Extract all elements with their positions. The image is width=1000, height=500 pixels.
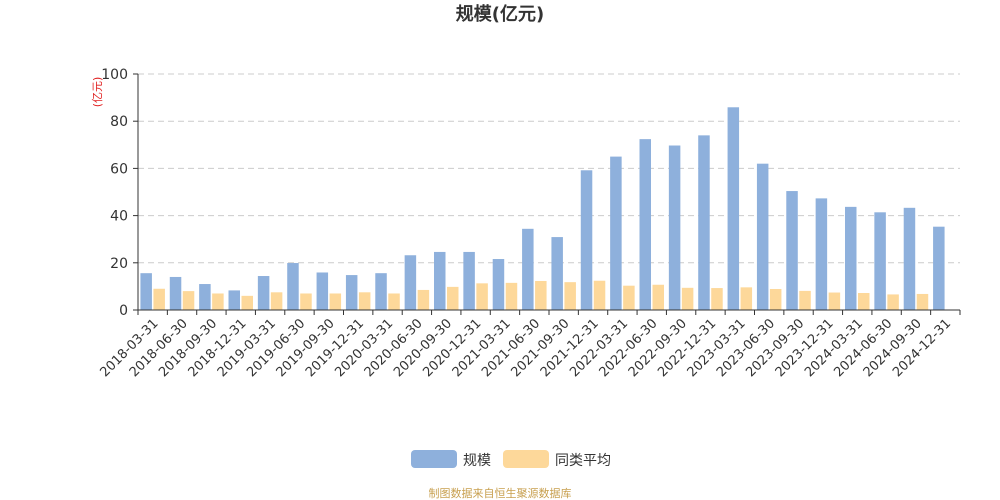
x-tick-labels: 2018-03-312018-06-302018-09-302018-12-31… xyxy=(97,316,954,380)
y-tick-label: 20 xyxy=(110,256,128,272)
bar-guimo[interactable] xyxy=(903,207,916,310)
y-tick-labels: 0 20 40 60 80 100 xyxy=(101,67,128,319)
bar-guimo[interactable] xyxy=(845,206,857,310)
source-note: 制图数据来自恒生聚源数据库 xyxy=(429,486,572,500)
grid-lines xyxy=(138,73,960,264)
bar-tonglei-pingjun[interactable] xyxy=(417,289,430,310)
bar-tonglei-pingjun[interactable] xyxy=(535,280,547,310)
legend: 规模 同类平均 xyxy=(411,450,611,469)
bar-tonglei-pingjun[interactable] xyxy=(593,280,606,310)
bar-tonglei-pingjun[interactable] xyxy=(887,294,899,310)
bar-guimo[interactable] xyxy=(815,198,828,310)
bar-tonglei-pingjun[interactable] xyxy=(564,282,576,310)
bar-tonglei-pingjun[interactable] xyxy=(476,283,488,310)
bar-guimo[interactable] xyxy=(316,272,329,310)
y-tick-label: 40 xyxy=(110,209,128,225)
bar-guimo[interactable] xyxy=(492,259,505,310)
bar-tonglei-pingjun[interactable] xyxy=(212,293,224,310)
bar-tonglei-pingjun[interactable] xyxy=(153,288,165,310)
bar-tonglei-pingjun[interactable] xyxy=(858,293,870,310)
bar-guimo[interactable] xyxy=(345,275,358,310)
bar-guimo[interactable] xyxy=(698,135,710,310)
bar-guimo[interactable] xyxy=(404,255,417,310)
bar-guimo[interactable] xyxy=(287,263,299,310)
bar-guimo[interactable] xyxy=(169,276,182,310)
legend-label-tonglei-pingjun[interactable]: 同类平均 xyxy=(555,453,611,469)
y-tick-label: 100 xyxy=(101,67,128,83)
bar-guimo[interactable] xyxy=(257,276,270,310)
bar-tonglei-pingjun[interactable] xyxy=(329,293,342,310)
chart-title: 规模(亿元) xyxy=(456,3,544,25)
bar-guimo[interactable] xyxy=(434,251,446,310)
bar-guimo[interactable] xyxy=(140,273,152,310)
bar-tonglei-pingjun[interactable] xyxy=(681,287,694,310)
legend-label-guimo[interactable]: 规模 xyxy=(463,453,491,469)
bar-guimo[interactable] xyxy=(463,251,475,310)
y-tick-label: 80 xyxy=(110,114,128,130)
y-tick-label: 60 xyxy=(110,161,128,177)
bar-tonglei-pingjun[interactable] xyxy=(769,288,782,310)
bar-guimo[interactable] xyxy=(522,228,534,310)
bar-tonglei-pingjun[interactable] xyxy=(358,292,371,310)
bar-guimo[interactable] xyxy=(610,156,622,310)
bar-guimo[interactable] xyxy=(228,290,241,310)
bar-guimo[interactable] xyxy=(199,284,211,310)
bar-tonglei-pingjun[interactable] xyxy=(447,286,459,310)
bar-guimo[interactable] xyxy=(668,145,681,310)
bar-guimo[interactable] xyxy=(874,212,886,310)
bar-tonglei-pingjun[interactable] xyxy=(652,284,665,310)
y-tick-label: 0 xyxy=(119,303,128,319)
bar-guimo[interactable] xyxy=(639,139,652,310)
bar-guimo[interactable] xyxy=(727,107,740,310)
legend-swatch-guimo[interactable] xyxy=(411,450,457,468)
bar-tonglei-pingjun[interactable] xyxy=(270,292,283,310)
bar-guimo[interactable] xyxy=(933,226,945,310)
bar-tonglei-pingjun[interactable] xyxy=(916,293,929,310)
bar-tonglei-pingjun[interactable] xyxy=(388,293,400,310)
bar-tonglei-pingjun[interactable] xyxy=(799,290,811,310)
bar-guimo[interactable] xyxy=(551,237,563,310)
legend-swatch-tonglei-pingjun[interactable] xyxy=(503,450,549,468)
bar-tonglei-pingjun[interactable] xyxy=(623,285,635,310)
bar-tonglei-pingjun[interactable] xyxy=(300,293,312,310)
bar-guimo[interactable] xyxy=(786,191,798,310)
bar-tonglei-pingjun[interactable] xyxy=(740,287,753,310)
bar-guimo[interactable] xyxy=(580,170,593,310)
bar-tonglei-pingjun[interactable] xyxy=(182,291,195,310)
bar-tonglei-pingjun[interactable] xyxy=(711,288,723,310)
bar-guimo[interactable] xyxy=(375,273,387,310)
axes xyxy=(133,73,961,315)
bars xyxy=(140,107,945,310)
y-axis-unit-label: (亿元) xyxy=(91,77,104,108)
bar-tonglei-pingjun[interactable] xyxy=(505,282,518,310)
bar-guimo[interactable] xyxy=(756,163,769,310)
bar-tonglei-pingjun[interactable] xyxy=(241,295,254,310)
bar-tonglei-pingjun[interactable] xyxy=(828,292,841,310)
